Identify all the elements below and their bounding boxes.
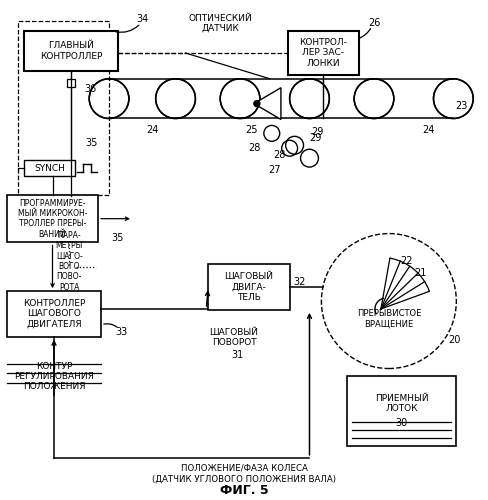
- Text: 26: 26: [368, 18, 380, 28]
- Text: ФИГ. 5: ФИГ. 5: [220, 484, 268, 497]
- Bar: [7, 195, 98, 242]
- Text: КОНТУР
РЕГУЛИРОВАНИЯ
ПОЛОЖЕНИЯ: КОНТУР РЕГУЛИРОВАНИЯ ПОЛОЖЕНИЯ: [15, 362, 94, 392]
- Text: ПОЛОЖЕНИЕ/ФАЗА КОЛЕСА
(ДАТЧИК УГЛОВОГО ПОЛОЖЕНИЯ ВАЛА): ПОЛОЖЕНИЕ/ФАЗА КОЛЕСА (ДАТЧИК УГЛОВОГО П…: [152, 464, 336, 483]
- Text: 31: 31: [231, 350, 243, 360]
- Text: 27: 27: [268, 165, 281, 175]
- Text: ШАГОВЫЙ
ПОВОРОТ: ШАГОВЫЙ ПОВОРОТ: [209, 328, 259, 347]
- Text: 24: 24: [423, 126, 435, 136]
- Text: ГЛАВНЫЙ
КОНТРОЛЛЕР: ГЛАВНЫЙ КОНТРОЛЛЕР: [40, 42, 102, 60]
- Text: ПРОГРАММИРУЕ-
МЫЙ МИКРОКОН-
ТРОЛЛЕР ПРЕРЫ-
ВАНИЙ: ПРОГРАММИРУЕ- МЫЙ МИКРОКОН- ТРОЛЛЕР ПРЕР…: [18, 198, 87, 239]
- Text: 24: 24: [146, 126, 159, 136]
- Text: 28: 28: [249, 143, 261, 153]
- Text: КОНТРОЛ-
ЛЕР ЗАС-
ЛОНКИ: КОНТРОЛ- ЛЕР ЗАС- ЛОНКИ: [300, 38, 347, 68]
- Bar: [24, 31, 118, 71]
- Text: ОПТИЧЕСКИЙ
ДАТЧИК: ОПТИЧЕСКИЙ ДАТЧИК: [188, 14, 252, 33]
- Text: 34: 34: [137, 14, 149, 24]
- Text: ПРЕРЫВИСТОЕ
ВРАЩЕНИЕ: ПРЕРЫВИСТОЕ ВРАЩЕНИЕ: [357, 309, 421, 328]
- Text: 30: 30: [396, 418, 408, 428]
- Bar: [347, 376, 456, 446]
- Text: 32: 32: [293, 277, 306, 287]
- Text: 23: 23: [455, 100, 468, 110]
- Bar: [67, 79, 75, 86]
- Bar: [18, 21, 109, 195]
- Circle shape: [254, 100, 260, 106]
- Text: 35: 35: [112, 232, 124, 242]
- Text: 25: 25: [245, 126, 258, 136]
- Text: 29: 29: [311, 128, 324, 138]
- Bar: [287, 31, 359, 75]
- Text: 36: 36: [85, 84, 97, 94]
- Text: 33: 33: [115, 327, 127, 337]
- Text: КОНТРОЛЛЕР
ШАГОВОГО
ДВИГАТЕЛЯ: КОНТРОЛЛЕР ШАГОВОГО ДВИГАТЕЛЯ: [23, 299, 85, 329]
- Text: 29: 29: [309, 134, 322, 143]
- Bar: [7, 291, 101, 337]
- Text: ПРИЕМНЫЙ
ЛОТОК: ПРИЕМНЫЙ ЛОТОК: [375, 394, 428, 413]
- Text: 21: 21: [414, 268, 427, 278]
- Text: 35: 35: [85, 138, 98, 148]
- Text: ПАРА-
МЕТРЫ
ШАГО-
ВОГО
ПОВО-
РОТА: ПАРА- МЕТРЫ ШАГО- ВОГО ПОВО- РОТА: [56, 231, 83, 292]
- Text: 28: 28: [274, 150, 286, 160]
- Text: 20: 20: [448, 334, 461, 344]
- Text: SYNCH: SYNCH: [34, 164, 65, 172]
- Bar: [208, 264, 290, 310]
- Text: ШАГОВЫЙ
ДВИГА-
ТЕЛЬ: ШАГОВЫЙ ДВИГА- ТЕЛЬ: [224, 272, 273, 302]
- Text: 22: 22: [401, 256, 413, 266]
- Polygon shape: [254, 88, 281, 120]
- Bar: [24, 160, 75, 176]
